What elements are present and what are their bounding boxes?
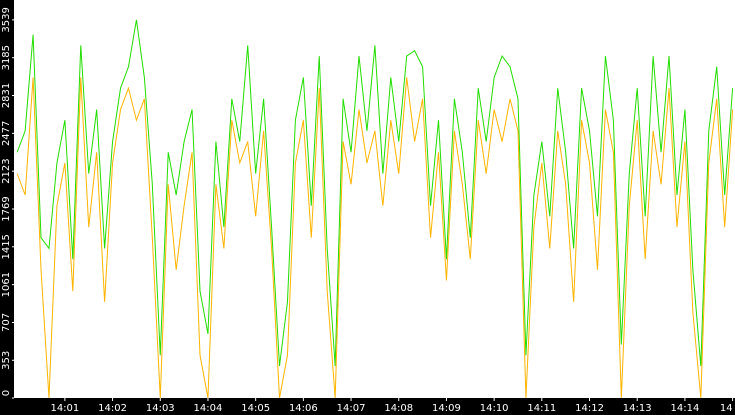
x-tick-label: 14:11 <box>527 403 556 414</box>
y-tick-label: 2831 <box>1 83 12 108</box>
axes: 0 353 707 1061 1415 1769 2123 2477 2831 3185 3539 1… <box>1 7 734 414</box>
x-tick-label: 14 <box>720 403 733 414</box>
y-tick-label: 1769 <box>1 196 12 221</box>
data-line <box>16 19 734 367</box>
y-tick-label: 353 <box>1 351 12 370</box>
x-tick-label: 14:08 <box>384 403 413 414</box>
x-tick-label: 14:04 <box>194 403 223 414</box>
x-tick-label: 14:05 <box>241 403 270 414</box>
y-tick-label: 2123 <box>1 158 12 183</box>
y-axis-strip <box>0 0 14 415</box>
y-tick-label: 0 <box>1 390 12 396</box>
x-tick-label: 14:14 <box>671 403 700 414</box>
y-tick-label: 2477 <box>1 121 12 146</box>
y-tick-label: 707 <box>1 313 12 332</box>
x-tick-label: 14:02 <box>98 403 127 414</box>
x-axis-strip <box>0 398 735 415</box>
y-tick-label: 3185 <box>1 45 12 70</box>
y-tick-label: 1415 <box>1 234 12 259</box>
x-tick-label: 14:10 <box>480 403 509 414</box>
y-tick-label: 1061 <box>1 272 12 297</box>
x-tick-label: 14:01 <box>50 403 79 414</box>
x-tick-label: 14:12 <box>575 403 604 414</box>
x-tick-label: 14:07 <box>337 403 366 414</box>
lines <box>16 19 734 399</box>
x-tick-label: 14:09 <box>432 403 461 414</box>
data-line <box>16 77 734 399</box>
x-tick-label: 14:06 <box>289 403 318 414</box>
x-tick-label: 14:13 <box>623 403 652 414</box>
y-tick-label: 3539 <box>1 7 12 32</box>
x-tick-label: 14:03 <box>146 403 175 414</box>
